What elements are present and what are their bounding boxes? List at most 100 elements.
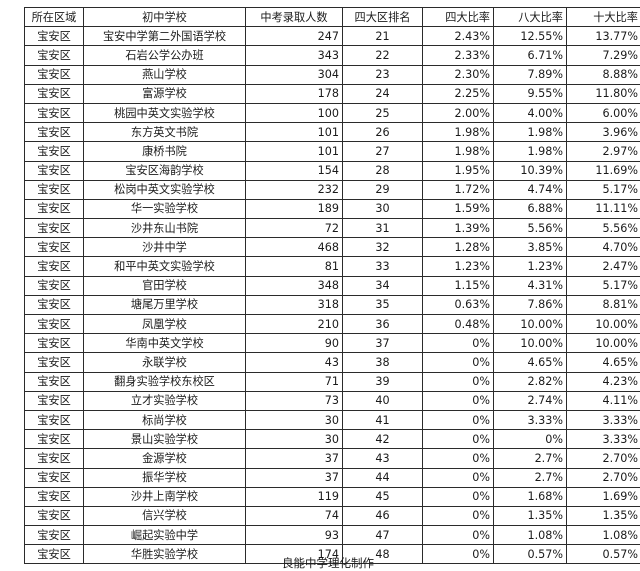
cell-top8-ratio: 5.56%	[494, 219, 567, 238]
cell-district: 宝安区	[25, 238, 84, 257]
cell-admission-count: 93	[246, 526, 343, 545]
cell-rank: 33	[343, 257, 423, 276]
cell-top8-ratio: 7.86%	[494, 295, 567, 314]
cell-admission-count: 71	[246, 372, 343, 391]
cell-admission-count: 247	[246, 27, 343, 46]
cell-top10-ratio: 8.88%	[567, 65, 640, 84]
cell-top8-ratio: 1.98%	[494, 142, 567, 161]
cell-district: 宝安区	[25, 257, 84, 276]
cell-top10-ratio: 2.47%	[567, 257, 640, 276]
cell-rank: 25	[343, 103, 423, 122]
cell-top8-ratio: 1.35%	[494, 506, 567, 525]
cell-admission-count: 154	[246, 161, 343, 180]
cell-admission-count: 73	[246, 391, 343, 410]
cell-district: 宝安区	[25, 27, 84, 46]
cell-top4-ratio: 0%	[423, 353, 494, 372]
cell-district: 宝安区	[25, 180, 84, 199]
cell-rank: 32	[343, 238, 423, 257]
cell-top10-ratio: 3.96%	[567, 123, 640, 142]
cell-rank: 47	[343, 526, 423, 545]
cell-admission-count: 348	[246, 276, 343, 295]
cell-district: 宝安区	[25, 372, 84, 391]
cell-school: 凤凰学校	[84, 315, 246, 334]
cell-rank: 40	[343, 391, 423, 410]
cell-district: 宝安区	[25, 449, 84, 468]
cell-top10-ratio: 11.11%	[567, 199, 640, 218]
cell-district: 宝安区	[25, 334, 84, 353]
cell-top10-ratio: 10.00%	[567, 334, 640, 353]
cell-school: 沙井东山书院	[84, 219, 246, 238]
cell-rank: 22	[343, 46, 423, 65]
cell-school: 华南中英文学校	[84, 334, 246, 353]
cell-school: 和平中英文实验学校	[84, 257, 246, 276]
cell-admission-count: 81	[246, 257, 343, 276]
cell-top4-ratio: 1.95%	[423, 161, 494, 180]
cell-top10-ratio: 11.80%	[567, 84, 640, 103]
cell-top8-ratio: 0%	[494, 430, 567, 449]
cell-top4-ratio: 0%	[423, 410, 494, 429]
cell-top8-ratio: 4.65%	[494, 353, 567, 372]
cell-top10-ratio: 1.69%	[567, 487, 640, 506]
cell-top4-ratio: 0%	[423, 449, 494, 468]
cell-district: 宝安区	[25, 506, 84, 525]
cell-district: 宝安区	[25, 315, 84, 334]
cell-admission-count: 304	[246, 65, 343, 84]
cell-district: 宝安区	[25, 84, 84, 103]
cell-top8-ratio: 6.88%	[494, 199, 567, 218]
cell-admission-count: 468	[246, 238, 343, 257]
cell-admission-count: 72	[246, 219, 343, 238]
cell-district: 宝安区	[25, 199, 84, 218]
cell-school: 松岗中英文实验学校	[84, 180, 246, 199]
cell-school: 康桥书院	[84, 142, 246, 161]
cell-top10-ratio: 3.33%	[567, 430, 640, 449]
cell-top8-ratio: 4.00%	[494, 103, 567, 122]
cell-top4-ratio: 0%	[423, 487, 494, 506]
cell-top4-ratio: 2.43%	[423, 27, 494, 46]
cell-school: 信兴学校	[84, 506, 246, 525]
cell-rank: 30	[343, 199, 423, 218]
cell-top4-ratio: 1.28%	[423, 238, 494, 257]
cell-rank: 26	[343, 123, 423, 142]
header-school: 初中学校	[84, 8, 246, 27]
cell-rank: 29	[343, 180, 423, 199]
cell-admission-count: 43	[246, 353, 343, 372]
cell-rank: 38	[343, 353, 423, 372]
cell-rank: 28	[343, 161, 423, 180]
cell-top4-ratio: 1.15%	[423, 276, 494, 295]
cell-school: 塘尾万里学校	[84, 295, 246, 314]
cell-school: 振华学校	[84, 468, 246, 487]
cell-top8-ratio: 4.31%	[494, 276, 567, 295]
cell-district: 宝安区	[25, 487, 84, 506]
cell-admission-count: 232	[246, 180, 343, 199]
cell-top8-ratio: 10.39%	[494, 161, 567, 180]
cell-district: 宝安区	[25, 161, 84, 180]
cell-school: 宝安中学第二外国语学校	[84, 27, 246, 46]
cell-school: 翻身实验学校东校区	[84, 372, 246, 391]
cell-top10-ratio: 1.08%	[567, 526, 640, 545]
cell-district: 宝安区	[25, 295, 84, 314]
cell-top8-ratio: 6.71%	[494, 46, 567, 65]
cell-top10-ratio: 2.70%	[567, 449, 640, 468]
cell-top10-ratio: 5.17%	[567, 276, 640, 295]
cell-top4-ratio: 1.23%	[423, 257, 494, 276]
cell-admission-count: 318	[246, 295, 343, 314]
cell-top4-ratio: 0%	[423, 391, 494, 410]
cell-school: 宝安区海韵学校	[84, 161, 246, 180]
header-district: 所在区域	[25, 8, 84, 27]
cell-school: 永联学校	[84, 353, 246, 372]
cell-school: 沙井上南学校	[84, 487, 246, 506]
cell-district: 宝安区	[25, 468, 84, 487]
cell-top8-ratio: 7.89%	[494, 65, 567, 84]
cell-top4-ratio: 0%	[423, 506, 494, 525]
